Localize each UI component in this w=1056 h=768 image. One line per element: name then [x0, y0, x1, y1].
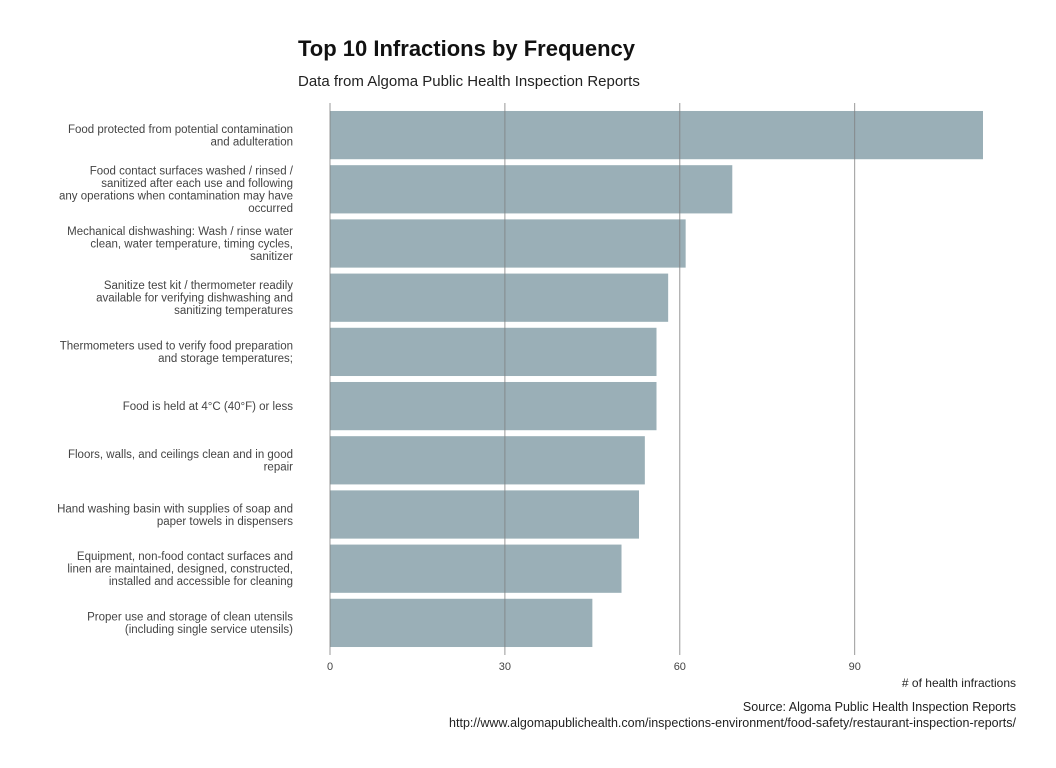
- category-label: Food is held at 4°C (40°F) or less: [123, 401, 294, 413]
- category-label: Equipment, non-food contact surfaces and…: [67, 551, 293, 588]
- bar: [330, 327, 657, 377]
- x-tick-label: 30: [499, 661, 511, 673]
- bar: [330, 110, 983, 160]
- category-label: Thermometers used to verify food prepara…: [60, 341, 293, 366]
- category-label: Hand washing basin with supplies of soap…: [57, 503, 293, 528]
- category-label: Food contact surfaces washed / rinsed / s…: [59, 166, 294, 216]
- x-tick-label: 60: [674, 661, 686, 673]
- x-axis-label: # of health infractions: [901, 676, 1016, 690]
- category-label: Floors, walls, and ceilings clean and in…: [68, 449, 293, 474]
- caption-source: Source: Algoma Public Health Inspection …: [742, 700, 1016, 714]
- chart-title: Top 10 Infractions by Frequency: [298, 36, 635, 61]
- category-label: Proper use and storage of clean utensils…: [87, 612, 293, 637]
- caption-url: http://www.algomapublichealth.com/inspec…: [449, 716, 1016, 730]
- bar: [330, 381, 657, 431]
- x-tick-label: 90: [849, 661, 861, 673]
- category-label: Sanitize test kit / thermometer readily a…: [96, 280, 293, 317]
- category-label: Food protected from potential contaminat…: [68, 124, 293, 149]
- bar: [330, 436, 645, 485]
- chart-subtitle: Data from Algoma Public Health Inspectio…: [298, 73, 640, 90]
- bar: [330, 273, 669, 322]
- category-label: Mechanical dishwashing: Wash / rinse wat…: [67, 226, 293, 263]
- bar: [330, 598, 593, 648]
- bar: [330, 544, 622, 593]
- bar: [330, 219, 686, 268]
- bar: [330, 165, 733, 214]
- x-tick-label: 0: [327, 661, 333, 673]
- bar: [330, 490, 640, 539]
- chart-caption: Source: Algoma Public Health Inspection …: [449, 699, 1016, 731]
